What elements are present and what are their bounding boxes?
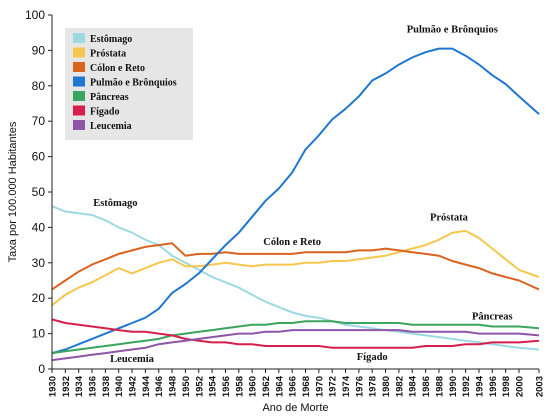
x-tick-label: 1984 [408, 375, 419, 397]
x-tick-label: 2000 [514, 376, 525, 397]
x-tick-label: 1932 [61, 376, 72, 397]
legend-swatch [73, 33, 85, 43]
x-tick-label: 1990 [448, 376, 459, 397]
x-axis-title: Ano de Morte [262, 402, 328, 414]
x-tick-label: 1948 [168, 376, 179, 397]
x-tick-label: 1958 [234, 376, 245, 397]
annotation-label: Pulmão e Brônquios [407, 25, 498, 36]
y-tick-label: 50 [32, 185, 46, 199]
x-tick-label: 1980 [381, 376, 392, 397]
y-tick-label: 40 [32, 220, 46, 234]
x-tick-label: 1946 [154, 376, 165, 397]
x-tick-label: 1950 [181, 376, 192, 397]
series-line-leucemia [51, 329, 540, 362]
series-lines [51, 47, 540, 362]
legend-label: Leucemia [90, 121, 132, 132]
x-tick-label: 1960 [248, 376, 259, 397]
y-tick-label: 100 [25, 8, 45, 22]
y-tick-label: 20 [32, 291, 46, 305]
x-tick-label: 1992 [461, 376, 472, 397]
legend-swatch [73, 76, 85, 87]
x-tick-label: 1988 [434, 376, 445, 397]
series-line-próstata [51, 229, 540, 307]
x-tick-label: 1956 [221, 376, 232, 397]
x-tick-label: 1998 [501, 376, 512, 397]
y-tick-label: 90 [32, 43, 46, 57]
legend-label: Pulmão e Brônquios [90, 78, 177, 89]
x-tick-label: 1952 [194, 376, 205, 397]
legend-label: Pâncreas [90, 92, 129, 103]
y-tick-label: 80 [32, 79, 46, 93]
legend-box [65, 28, 193, 140]
x-tick-label: 1972 [328, 376, 339, 397]
x-tick-label: 1942 [128, 376, 139, 397]
series-line-fígado [51, 318, 540, 349]
x-tick-label: 1974 [341, 375, 352, 397]
x-tick-label: 1936 [88, 376, 99, 397]
x-tick-label: 1954 [208, 375, 219, 397]
legend-label: Próstata [90, 49, 126, 60]
series-line-pâncreas [51, 320, 540, 355]
y-tick-label: 60 [32, 150, 46, 164]
y-tick-label: 30 [32, 256, 46, 270]
x-tick-label: 1994 [474, 375, 485, 397]
legend-swatch [73, 91, 85, 101]
x-tick-label: 1982 [394, 376, 405, 397]
series-line-cólon-e-reto [51, 242, 540, 291]
series-line-pulmão-e-brônquios [51, 47, 540, 355]
x-tick-label: 1962 [261, 376, 272, 397]
x-tick-label: 2003 [535, 376, 546, 397]
y-tick-label: 0 [38, 362, 45, 376]
annotation-label: Leucemia [110, 354, 154, 365]
x-tick-label: 1970 [314, 376, 325, 397]
annotation-label: Fígado [357, 352, 388, 363]
x-tick-label: 1934 [74, 375, 85, 397]
y-tick-label: 10 [32, 327, 46, 341]
x-tick-label: 1938 [101, 376, 112, 397]
y-axis-ticks: 0 10 20 30 40 50 60 70 80 90 100 [25, 8, 52, 376]
legend-swatch [73, 105, 85, 116]
legend-label: Cólon e Reto [90, 63, 145, 74]
annotation-label: Cólon e Reto [263, 237, 321, 248]
y-tick-label: 70 [32, 114, 46, 128]
x-tick-label: 1986 [421, 376, 432, 397]
x-axis-ticks: 1930 1932 1934 1936 1938 1940 1942 1944 1946 1948… [48, 369, 546, 397]
y-axis-title: Taxa por 100.000 Habitantes [7, 121, 19, 262]
x-tick-label: 1996 [488, 376, 499, 397]
legend-swatch [73, 47, 85, 58]
x-tick-label: 1940 [114, 376, 125, 397]
series-line-estômago [51, 205, 540, 351]
x-tick-label: 1930 [48, 376, 59, 397]
legend-swatch [73, 120, 85, 130]
annotation-label: Estômago [93, 198, 137, 209]
x-tick-label: 1976 [354, 376, 365, 397]
x-tick-label: 1968 [301, 376, 312, 397]
annotation-labels: Estômago Pulmão e Brônquios Próstata Cólon … [93, 25, 512, 365]
annotation-label: Pâncreas [472, 311, 513, 322]
legend-label: Estômago [90, 34, 132, 45]
legend-items: Estômago Próstata Cólon e Reto Pulmão e Brô… [73, 33, 177, 132]
x-tick-label: 1978 [368, 376, 379, 397]
legend: Estômago Próstata Cólon e Reto Pulmão e Brô… [65, 28, 193, 140]
x-tick-label: 1944 [141, 375, 152, 397]
x-tick-label: 1964 [274, 375, 285, 397]
annotation-label: Próstata [430, 212, 469, 223]
x-tick-label: 1966 [288, 376, 299, 397]
legend-label: Fígado [90, 107, 119, 118]
legend-swatch [73, 62, 85, 72]
